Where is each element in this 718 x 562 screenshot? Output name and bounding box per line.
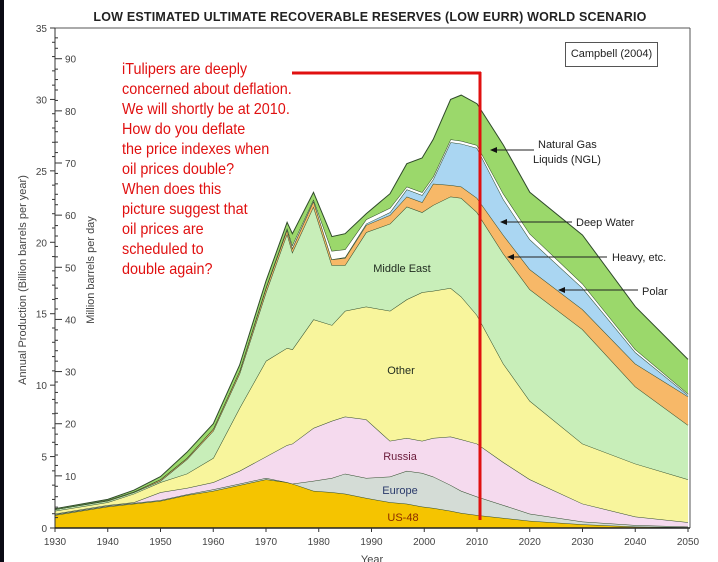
annotation-bracket [292,71,482,520]
x-tick-label: 1940 [97,537,120,548]
y-tick-label: 15 [36,310,48,321]
left-border [0,0,4,562]
y-tick-label: 20 [36,238,48,249]
y-tick-label: 0 [41,524,47,535]
x-tick-label: 2030 [571,537,594,548]
y2-tick-label: 30 [65,368,77,379]
deep-water-arrow-icon [500,219,507,225]
y2-tick-label: 10 [65,472,77,483]
y2-tick-label: 40 [65,315,77,326]
region-label-russia: Russia [383,451,418,463]
x-tick-label: 1950 [149,537,172,548]
x-tick-label: 2020 [519,537,542,548]
x-tick-label: 1960 [202,537,225,548]
y-tick-label: 10 [36,381,48,392]
y2-tick-label: 70 [65,159,77,170]
heavy-arrow-icon [507,254,514,260]
x-tick-label: 2010 [466,537,489,548]
annotation-line: scheduled to [122,241,204,258]
legend-deep-water: Deep Water [576,217,635,229]
x-tick-label: 2050 [677,537,700,548]
ngl-arrow-icon [490,147,497,153]
area-russia [55,416,688,527]
annotation-line: When does this [122,181,222,198]
annotation-line: double again? [122,261,213,278]
x-tick-label: 2040 [624,537,647,548]
annotation-line: picture suggest that [122,201,248,218]
y2-tick-label: 90 [65,55,77,66]
x-tick-label: 1980 [308,537,331,548]
legend-ngl-line1: Natural Gas [538,139,597,151]
area-natural-gas-liquids-ngl [55,95,688,510]
area-other [55,288,688,523]
area-us-48 [55,479,688,528]
axes: 1930 1940 1950 1960 1970 1980 1990 2000 2010 2020… [36,24,700,548]
annotation-line: concerned about deflation. [122,81,292,98]
y2-tick-label: 80 [65,107,77,118]
annotation-line: We will shortly be at 2010. [122,101,290,118]
annotation-line: the price indexes when [122,141,270,158]
region-label-us48: US-48 [387,512,418,524]
annotation-line: How do you deflate [122,121,246,138]
y2-axis-label: Million barrels per day [85,216,97,324]
x-tick-label: 1990 [360,537,383,548]
x-tick-label: 2000 [413,537,436,548]
polar-arrow-icon [558,287,565,293]
region-label-europe: Europe [382,485,417,497]
y2-tick-label: 50 [65,263,77,274]
y-tick-label: 25 [36,167,48,178]
annotation-line: iTulipers are deeply [122,61,248,78]
area-europe [55,470,688,528]
y-tick-label: 35 [36,24,48,35]
x-axis-label: Year [361,554,384,562]
y-tick-label: 30 [36,95,48,106]
area-middle-east [55,196,688,511]
legend-polar: Polar [642,286,668,298]
x-tick-label: 1930 [44,537,67,548]
legend-ngl-line2: Liquids (NGL) [533,154,601,166]
y2-tick-label: 20 [65,420,77,431]
region-label-middle-east: Middle East [373,263,430,275]
y2-tick-label: 60 [65,211,77,222]
annotation-line: oil prices double? [122,161,235,178]
boundary-line-natural-gas-liquids-ngl [54,94,689,510]
annotation-line: oil prices are [122,221,204,238]
source-label: Campbell (2004) [565,42,658,67]
chart-title: LOW ESTIMATED ULTIMATE RECOVERABLE RESER… [93,10,646,24]
legend-callouts: Natural Gas Liquids (NGL) Deep Water Hea… [490,139,668,298]
legend-heavy: Heavy, etc. [612,252,666,264]
region-label-other: Other [387,365,415,377]
area-layers [54,94,689,528]
x-tick-label: 1970 [255,537,278,548]
annotation-text: iTulipers are deeply concerned about def… [122,60,292,280]
y-tick-label: 5 [41,453,47,464]
y-axis-label: Annual Production (Billion barrels per y… [17,175,29,385]
